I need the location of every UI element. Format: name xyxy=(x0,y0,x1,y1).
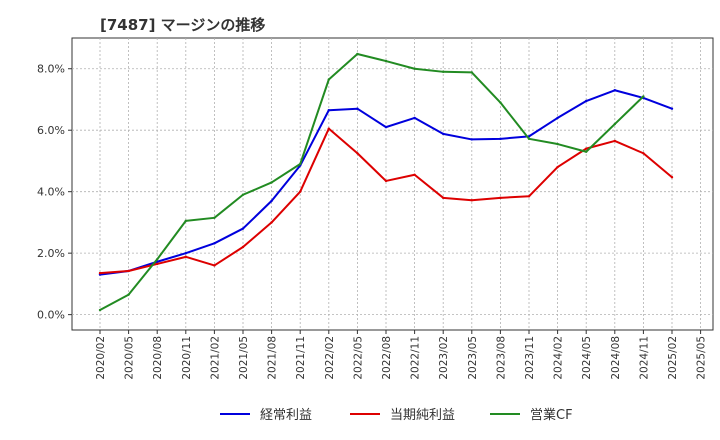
data-point xyxy=(241,227,245,230)
chart-title: [7487] マージンの推移 xyxy=(100,16,266,34)
y-tick-label: 8.0% xyxy=(37,63,65,76)
data-point xyxy=(213,264,216,267)
data-point xyxy=(613,139,616,143)
x-tick-label: 2022/05 xyxy=(352,336,364,380)
x-tick-label: 2020/05 xyxy=(124,336,136,380)
data-point xyxy=(327,127,330,130)
data-point xyxy=(356,52,359,56)
data-point xyxy=(156,262,159,266)
data-point xyxy=(184,255,187,259)
data-point xyxy=(299,162,302,166)
data-point xyxy=(585,150,588,153)
data-point xyxy=(413,67,416,70)
x-tick-label: 2022/02 xyxy=(324,336,336,380)
legend-label: 経常利益 xyxy=(260,408,312,423)
data-point xyxy=(670,107,674,110)
data-point xyxy=(556,165,559,169)
data-point xyxy=(384,179,388,183)
data-point xyxy=(556,116,559,120)
data-point xyxy=(327,109,330,112)
y-tick-label: 4.0% xyxy=(37,186,65,199)
y-tick-label: 2.0% xyxy=(37,247,65,260)
data-point xyxy=(127,269,130,273)
x-tick-label: 2024/11 xyxy=(638,336,650,380)
data-point xyxy=(470,199,473,202)
data-point xyxy=(499,196,502,200)
data-point xyxy=(270,181,273,184)
x-tick-label: 2021/11 xyxy=(295,336,307,380)
data-point xyxy=(585,147,588,150)
x-tick-label: 2020/11 xyxy=(181,336,193,380)
x-tick-label: 2023/02 xyxy=(438,336,450,380)
data-point xyxy=(527,137,531,141)
x-tick-label: 2020/08 xyxy=(152,336,164,380)
legend-label: 当期純利益 xyxy=(390,408,455,423)
data-point xyxy=(241,193,245,196)
data-point xyxy=(613,89,616,92)
data-point xyxy=(98,308,102,312)
data-point xyxy=(384,59,388,63)
data-point xyxy=(442,196,445,200)
x-tick-label: 2024/08 xyxy=(610,336,622,380)
data-point xyxy=(98,271,102,275)
data-point xyxy=(184,219,187,223)
x-tick-label: 2020/02 xyxy=(95,336,107,380)
data-point xyxy=(499,101,502,104)
legend-label: 営業CF xyxy=(530,407,573,423)
data-point xyxy=(413,116,416,120)
data-point xyxy=(527,195,531,198)
data-point xyxy=(642,95,645,98)
x-tick-label: 2025/02 xyxy=(667,336,679,380)
data-point xyxy=(470,138,473,141)
x-tick-label: 2023/11 xyxy=(524,336,536,380)
data-point xyxy=(327,78,330,81)
x-tick-label: 2024/02 xyxy=(553,336,565,380)
data-point xyxy=(642,152,645,155)
y-tick-label: 0.0% xyxy=(37,309,65,322)
data-point xyxy=(241,245,245,249)
data-point xyxy=(384,125,388,129)
x-tick-label: 2023/08 xyxy=(495,336,507,380)
x-tick-label: 2021/08 xyxy=(267,336,279,380)
data-point xyxy=(184,251,187,255)
x-tick-label: 2023/05 xyxy=(467,336,479,380)
x-tick-label: 2024/05 xyxy=(581,336,593,380)
data-point xyxy=(413,173,416,176)
data-point xyxy=(270,199,273,203)
data-point xyxy=(670,176,674,179)
x-tick-label: 2022/08 xyxy=(381,336,393,380)
x-tick-label: 2021/05 xyxy=(238,336,250,380)
data-point xyxy=(127,293,130,296)
x-tick-label: 2025/05 xyxy=(696,336,708,380)
plot-frame xyxy=(71,37,714,331)
data-point xyxy=(356,107,359,110)
y-tick-label: 6.0% xyxy=(37,124,65,137)
data-point xyxy=(270,221,273,224)
data-point xyxy=(156,258,159,261)
data-point xyxy=(213,216,216,220)
x-tick-label: 2022/11 xyxy=(410,336,422,380)
data-point xyxy=(613,122,616,126)
data-point xyxy=(442,132,445,136)
data-point xyxy=(213,242,216,245)
data-point xyxy=(470,71,473,74)
data-point xyxy=(442,70,445,74)
data-point xyxy=(356,152,359,155)
x-tick-label: 2021/02 xyxy=(209,336,221,380)
data-point xyxy=(299,190,302,193)
data-point xyxy=(585,99,588,103)
data-point xyxy=(499,137,502,141)
series-line-営業CF xyxy=(99,52,645,311)
data-point xyxy=(556,142,559,146)
